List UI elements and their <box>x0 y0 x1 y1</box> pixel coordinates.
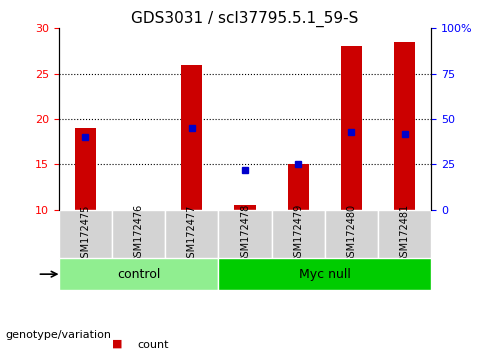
FancyBboxPatch shape <box>271 210 325 258</box>
Text: count: count <box>137 341 169 350</box>
FancyBboxPatch shape <box>59 210 112 258</box>
Text: control: control <box>117 268 160 281</box>
FancyBboxPatch shape <box>219 258 431 290</box>
Bar <box>288 164 309 210</box>
Text: ■: ■ <box>112 339 123 349</box>
Text: GSM172476: GSM172476 <box>134 204 144 263</box>
Bar <box>181 64 202 210</box>
Text: GSM172480: GSM172480 <box>346 204 356 263</box>
Text: GSM172478: GSM172478 <box>240 204 250 263</box>
Title: GDS3031 / scl37795.5.1_59-S: GDS3031 / scl37795.5.1_59-S <box>131 11 359 27</box>
Text: GSM172475: GSM172475 <box>80 204 90 263</box>
Text: genotype/variation: genotype/variation <box>5 330 111 339</box>
Text: Myc null: Myc null <box>299 268 351 281</box>
FancyBboxPatch shape <box>165 210 219 258</box>
FancyBboxPatch shape <box>219 210 271 258</box>
FancyBboxPatch shape <box>378 210 431 258</box>
Text: GSM172479: GSM172479 <box>293 204 303 263</box>
Bar <box>341 46 362 210</box>
Text: GSM172477: GSM172477 <box>187 204 197 263</box>
Bar <box>394 42 415 210</box>
FancyBboxPatch shape <box>59 258 219 290</box>
FancyBboxPatch shape <box>325 210 378 258</box>
Bar <box>75 128 96 210</box>
Text: GSM172481: GSM172481 <box>400 204 410 263</box>
FancyBboxPatch shape <box>112 210 165 258</box>
Bar <box>234 205 256 210</box>
